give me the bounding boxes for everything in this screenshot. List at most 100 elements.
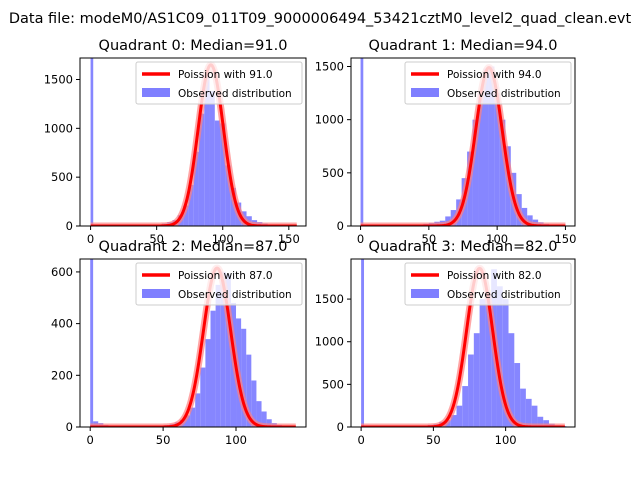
histogram-bar <box>210 310 216 427</box>
histogram-bar <box>256 401 262 427</box>
histogram-bar <box>520 388 526 427</box>
panel-title: Quadrant 1: Median=94.0 <box>369 38 558 54</box>
histogram-bar <box>205 339 211 427</box>
histogram-bar <box>225 274 231 427</box>
x-tick-label: 150 <box>278 232 300 246</box>
plot-area <box>357 58 569 226</box>
histogram-bar <box>450 415 457 427</box>
y-tick-label: 1500 <box>44 72 73 86</box>
x-tick-label: 0 <box>87 433 94 447</box>
x-tick-label: 0 <box>357 433 364 447</box>
histogram-bar <box>214 120 221 226</box>
histogram-bar <box>225 165 231 226</box>
legend-hist-label: Observed distribution <box>447 289 561 301</box>
x-tick-label: 50 <box>422 232 437 246</box>
histogram-bar <box>494 93 500 226</box>
y-tick-label: 500 <box>51 170 73 184</box>
fit-curve <box>359 66 567 226</box>
histogram-bar <box>462 386 469 427</box>
axes-frame <box>79 57 307 227</box>
plot-area <box>87 259 299 427</box>
histogram-bar <box>246 354 252 427</box>
legend-fit-label: Poission with 82.0 <box>447 270 542 282</box>
legend-hist-swatch <box>411 88 439 97</box>
legend-hist-label: Observed distribution <box>178 88 292 100</box>
y-tick-label: 500 <box>322 166 344 180</box>
x-tick-label: 50 <box>426 433 441 447</box>
x-tick-label: 0 <box>87 232 94 246</box>
x-tick-label: 50 <box>156 433 171 447</box>
histogram-bar <box>472 119 479 226</box>
panel-2: 0 50 100 0 200 400 600 Quadrant 2: Median=87.0 P… <box>51 239 307 447</box>
x-tick-label: 100 <box>212 232 234 246</box>
histogram-bar <box>220 123 226 226</box>
fit-curve <box>89 266 297 427</box>
y-tick-label: 0 <box>337 219 344 233</box>
legend-hist-label: Observed distribution <box>178 289 292 301</box>
histogram-bar <box>183 205 189 226</box>
histogram-bar-zero <box>361 259 365 427</box>
legend-fit-label: Poission with 91.0 <box>178 69 273 81</box>
x-tick-label: 50 <box>149 232 164 246</box>
legend-fit-label: Poission with 87.0 <box>178 270 273 282</box>
histogram-bar <box>525 398 532 427</box>
panel-title: Quadrant 3: Median=82.0 <box>369 239 558 255</box>
histogram-bar <box>485 294 492 427</box>
histogram-bar <box>195 393 201 427</box>
legend-hist-swatch <box>142 88 170 97</box>
histogram-bar <box>261 411 267 427</box>
histogram-bar <box>241 328 247 427</box>
histogram-bar-zero <box>90 58 94 226</box>
histogram-bar <box>488 66 495 226</box>
y-tick-label: 1000 <box>315 335 344 349</box>
histogram-bar <box>473 333 480 427</box>
histogram-bar <box>184 415 191 427</box>
x-tick-label: 100 <box>495 433 517 447</box>
histogram-bar <box>479 299 486 427</box>
y-tick-label: 1000 <box>44 121 73 135</box>
histogram-bar <box>527 215 533 226</box>
histogram-bar <box>483 68 489 226</box>
legend-hist-label: Observed distribution <box>447 88 561 100</box>
legend-box <box>404 262 572 306</box>
y-tick-label: 0 <box>337 420 344 434</box>
legend-hist-swatch <box>142 289 170 298</box>
histogram-bar <box>266 419 272 427</box>
y-tick-label: 1500 <box>315 60 344 74</box>
panel-title: Quadrant 0: Median=91.0 <box>99 38 288 54</box>
histogram-bar <box>188 184 194 226</box>
histogram-bar <box>220 271 226 427</box>
histogram-bar <box>468 354 474 427</box>
histogram-bar <box>508 333 515 427</box>
axes-frame <box>350 57 576 227</box>
y-tick-label: 1500 <box>315 292 344 306</box>
y-tick-label: 400 <box>51 317 73 331</box>
histogram-bar <box>499 119 506 226</box>
histogram-bar <box>514 363 521 427</box>
y-tick-label: 600 <box>51 265 73 279</box>
histogram-bar <box>496 286 503 427</box>
legend-box <box>135 61 303 105</box>
histogram-bar <box>215 284 221 427</box>
y-tick-label: 0 <box>66 420 73 434</box>
histogram-bar <box>200 367 206 427</box>
legend-box <box>135 262 303 306</box>
legend-fit-label: Poission with 94.0 <box>447 69 542 81</box>
x-tick-label: 150 <box>554 232 576 246</box>
x-tick-label: 100 <box>225 433 247 447</box>
y-tick-label: 1000 <box>315 113 344 127</box>
histogram-bar <box>190 407 196 427</box>
x-tick-label: 0 <box>357 232 364 246</box>
histogram-bar <box>204 74 210 226</box>
histogram-bar <box>531 405 538 427</box>
y-tick-label: 200 <box>51 368 73 382</box>
histogram-bar-zero <box>90 259 94 427</box>
panel-title: Quadrant 2: Median=87.0 <box>99 239 288 255</box>
histogram-bar <box>456 405 463 427</box>
x-tick-label: 100 <box>486 232 508 246</box>
